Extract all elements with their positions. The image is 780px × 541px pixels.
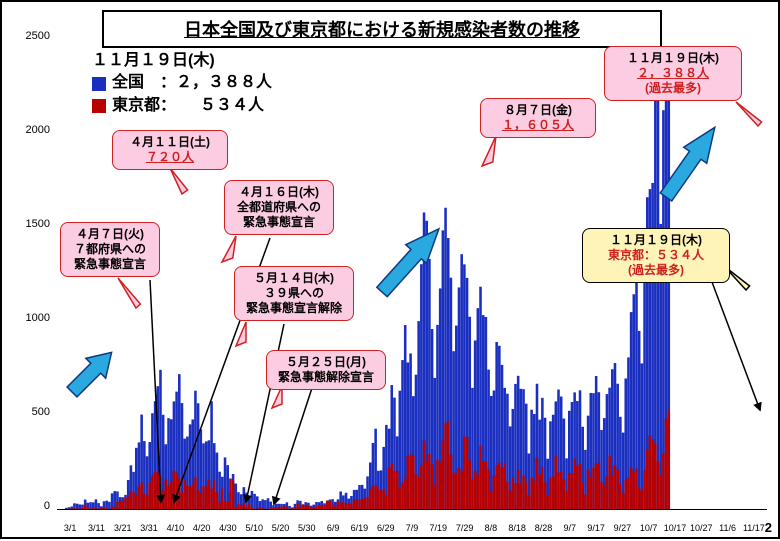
x-tick: 4/20 [188, 523, 214, 533]
x-tick: 8/8 [478, 523, 504, 533]
x-tick: 4/30 [215, 523, 241, 533]
y-axis [2, 2, 57, 512]
x-axis: 3/13/113/213/314/104/204/305/105/205/306… [57, 523, 767, 533]
callout-c2: ４月１１日(土)７２０人 [112, 130, 228, 170]
y-tick: 2500 [5, 30, 50, 42]
x-tick: 5/20 [267, 523, 293, 533]
x-tick: 3/11 [83, 523, 109, 533]
x-tick: 8/18 [504, 523, 530, 533]
callout-c5: ５月２５日(月)緊急事態解除宣言 [266, 350, 386, 390]
callout-c7: １１月１９日(木)２，３８８人(過去最多) [604, 46, 742, 101]
x-tick: 9/17 [583, 523, 609, 533]
x-tick: 8/28 [530, 523, 556, 533]
callout-c1: ４月７日(火)７都府県への緊急事態宣言 [60, 222, 160, 277]
x-tick: 3/1 [57, 523, 83, 533]
callout-c3: ４月１６日(木)全都道府県への緊急事態宣言 [224, 180, 334, 235]
x-tick: 10/17 [662, 523, 688, 533]
y-tick: 1500 [5, 218, 50, 230]
y-tick: 500 [5, 406, 50, 418]
x-tick: 6/29 [373, 523, 399, 533]
x-tick: 10/7 [636, 523, 662, 533]
x-tick: 5/10 [241, 523, 267, 533]
callout-c8: １１月１９日(木)東京都：５３４人(過去最多) [582, 228, 730, 283]
x-tick: 6/19 [346, 523, 372, 533]
page-number: 2 [765, 520, 772, 535]
x-tick: 3/31 [136, 523, 162, 533]
x-tick: 3/21 [110, 523, 136, 533]
x-tick: 6/9 [320, 523, 346, 533]
x-tick: 4/10 [162, 523, 188, 533]
callout-c6: ８月７日(金)１，６０５人 [480, 98, 596, 138]
y-tick: 0 [5, 500, 50, 512]
x-tick: 10/27 [688, 523, 714, 533]
x-tick: 11/17 [741, 523, 767, 533]
y-tick: 1000 [5, 312, 50, 324]
x-tick: 9/27 [609, 523, 635, 533]
x-tick: 7/19 [425, 523, 451, 533]
x-tick: 5/30 [294, 523, 320, 533]
x-tick: 7/29 [451, 523, 477, 533]
x-tick: 9/7 [557, 523, 583, 533]
x-tick: 11/6 [714, 523, 740, 533]
y-tick: 2000 [5, 124, 50, 136]
callout-c4: ５月１４日(木)３９県への緊急事態宣言解除 [234, 266, 354, 321]
x-tick: 7/9 [399, 523, 425, 533]
